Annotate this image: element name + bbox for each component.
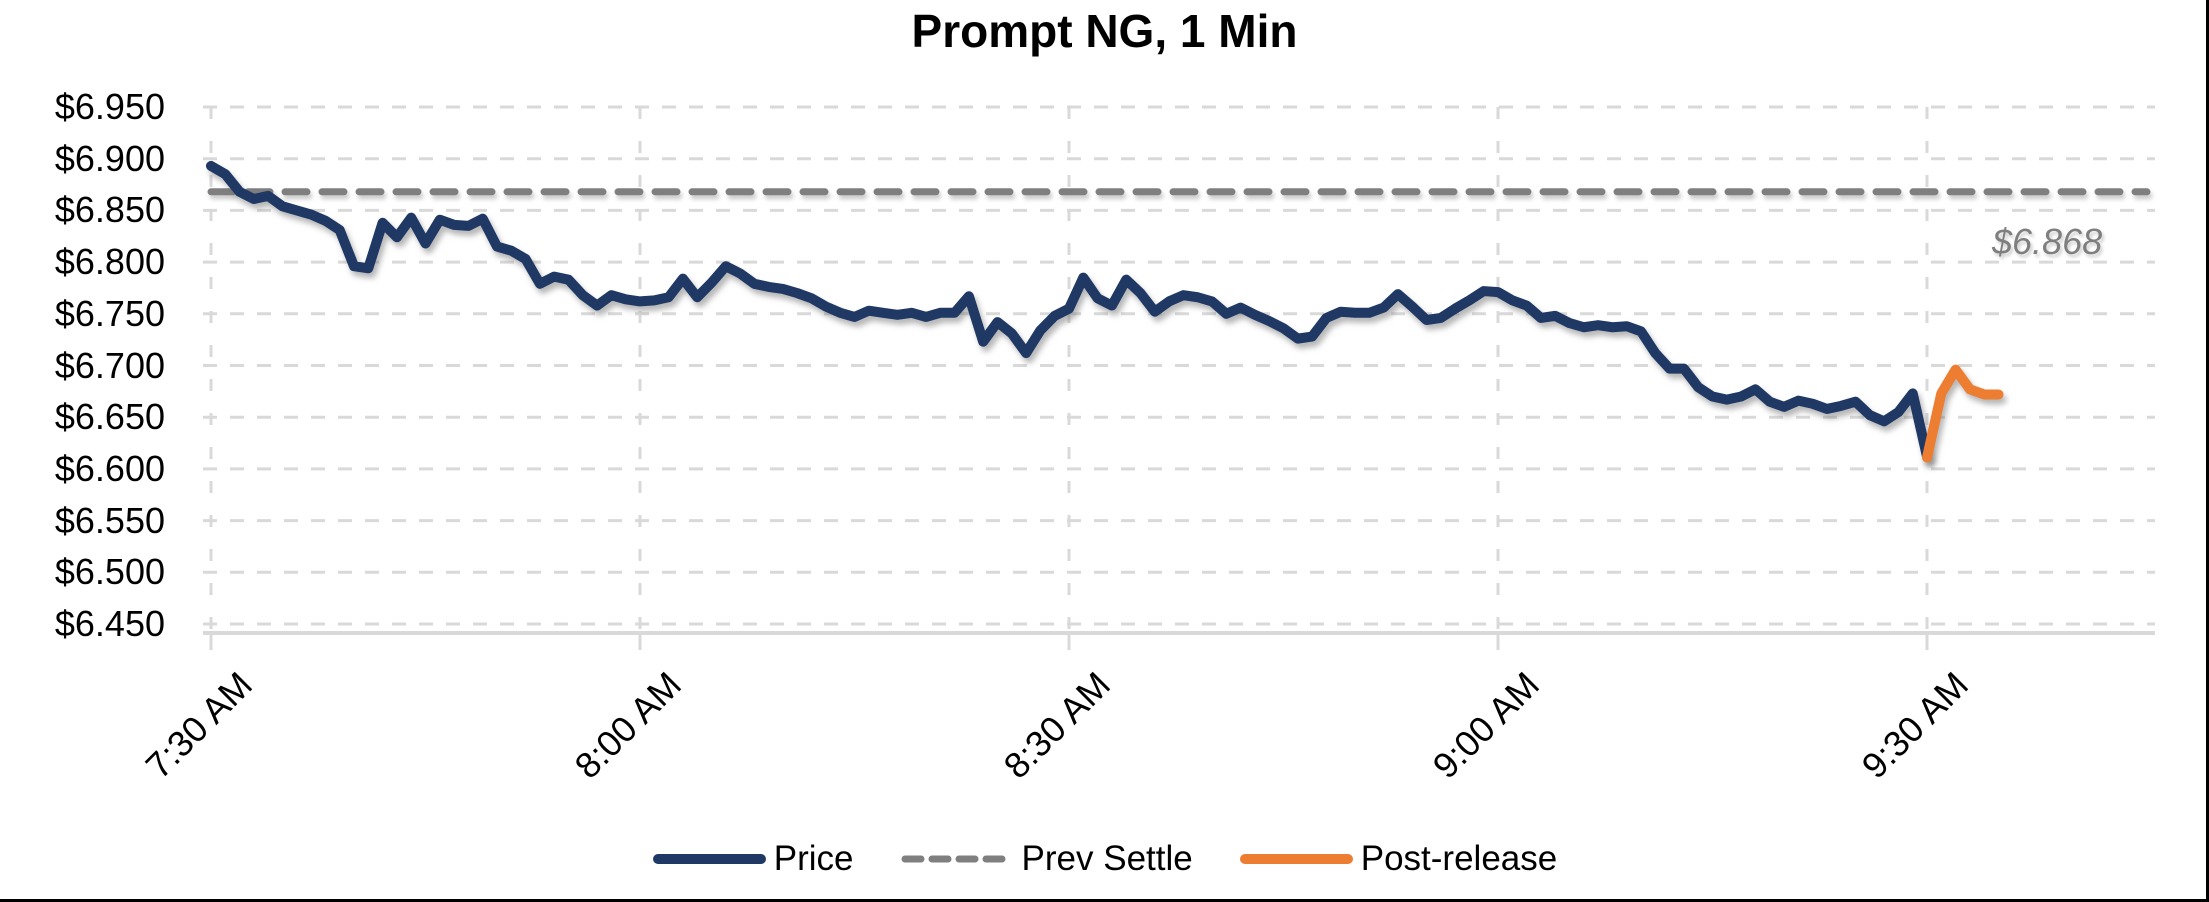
legend-item-prev-settle: Prev Settle <box>900 841 1193 876</box>
post-release-line <box>1922 364 2004 463</box>
legend: Price Prev Settle Post-release <box>0 841 2209 876</box>
y-axis-tick-label: $6.600 <box>54 447 165 489</box>
legend-label-post-release: Post-release <box>1360 839 1558 878</box>
y-axis-tick-label: $6.950 <box>54 86 165 127</box>
legend-label-prev-settle: Prev Settle <box>1021 839 1193 878</box>
price-line <box>206 160 1932 462</box>
y-axis-tick-label: $6.900 <box>54 137 165 179</box>
prev-settle-line-swatch-icon <box>901 855 1014 862</box>
chart-title: Prompt NG, 1 Min <box>911 5 1298 57</box>
x-axis <box>203 631 2155 650</box>
post-release-line-swatch-icon <box>1239 853 1353 864</box>
y-axis-tick-label: $6.850 <box>54 189 165 231</box>
legend-item-price: Price <box>652 841 854 876</box>
legend-label-price: Price <box>773 839 854 878</box>
y-axis-tick-label: $6.700 <box>54 344 165 386</box>
y-axis-tick-label: $6.450 <box>54 603 165 644</box>
y-axis-tick-label: $6.650 <box>54 396 165 438</box>
y-axis-tick-label: $6.750 <box>54 292 165 334</box>
gridlines <box>203 105 2155 633</box>
prev-settle-value-label: $6.868 <box>1992 221 2103 262</box>
legend-item-post-release: Post-release <box>1239 841 1557 876</box>
y-axis-tick-label: $6.500 <box>54 551 165 593</box>
y-axis-tick-label: $6.550 <box>54 499 165 541</box>
price-line-swatch-icon <box>652 853 766 864</box>
y-axis-tick-label: $6.800 <box>54 241 165 283</box>
